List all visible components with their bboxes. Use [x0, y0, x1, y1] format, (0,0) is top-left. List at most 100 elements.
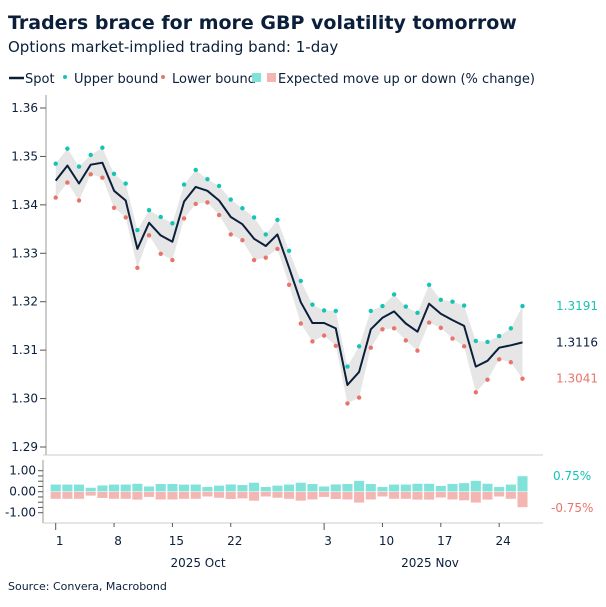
- expected-move-down-bar: [470, 491, 482, 504]
- lower-bound-point: [263, 255, 268, 260]
- expected-move-up-bar: [96, 484, 108, 492]
- upper-bound-point: [88, 152, 93, 158]
- expected-move-down-bar: [388, 491, 400, 500]
- expected-move-up-bar: [236, 484, 248, 492]
- lower-bound-point: [426, 320, 432, 325]
- legend-upper-swatch: [63, 75, 67, 79]
- main-plot: 1.29 1.30 1.31 1.32 1.33 1.34 1.35 1.36 1.3191 1.…: [11, 95, 598, 456]
- lower-bound-point: [473, 390, 479, 395]
- x-tick-label: 15: [169, 534, 184, 548]
- expected-move-down-bar: [120, 491, 132, 500]
- y-tick-label: 1.36: [11, 101, 38, 115]
- lower-bound-point: [123, 215, 128, 220]
- lower-bound-point: [111, 205, 117, 210]
- x-tick-label: 17: [437, 534, 452, 548]
- upper-bound-point: [228, 197, 233, 202]
- chart-title: Traders brace for more GBP volatility to…: [8, 12, 517, 34]
- x-tick-label: 22: [227, 534, 242, 548]
- x-tick-label: 8: [114, 534, 122, 548]
- legend-upper-label: Upper bound: [74, 72, 158, 87]
- lower-bound-point: [415, 348, 420, 353]
- expected-move-down-bar: [400, 491, 412, 500]
- expected-move-down-bar: [481, 491, 494, 501]
- expected-move-down-bar: [353, 491, 365, 504]
- lower-bound-point: [461, 344, 467, 349]
- expected-move-up-bar: [353, 480, 365, 492]
- y-tick-label: 1.35: [11, 149, 38, 163]
- expected-move-down-bar: [493, 491, 505, 497]
- expected-move-up-bar: [493, 486, 505, 492]
- upper-bound-point: [170, 221, 175, 226]
- expected-move-down-bar: [61, 491, 73, 500]
- expected-move-down-bar: [260, 491, 272, 497]
- expected-move-up-bar: [388, 484, 400, 492]
- lower-bound-point: [403, 338, 408, 343]
- month-label-nov: 2025 Nov: [401, 556, 459, 570]
- upper-bound-point: [205, 176, 210, 182]
- upper-bound-point: [438, 297, 444, 302]
- lower-bound-point: [100, 175, 105, 180]
- expected-move-down-bar: [505, 491, 517, 500]
- bar-y-tick-label: 0.00: [9, 485, 36, 499]
- upper-bound-point: [240, 206, 245, 211]
- expected-move-up-bar: [330, 483, 342, 492]
- upper-bound-point: [485, 339, 490, 345]
- expected-move-up-bar: [481, 483, 494, 492]
- lower-bound-point: [181, 216, 187, 221]
- upper-bound-point: [135, 227, 140, 233]
- upper-bound-point: [520, 303, 525, 309]
- expected-move-down-bar: [330, 491, 342, 500]
- lower-bound-point: [170, 257, 175, 263]
- lower-end-label: 1.3041: [556, 372, 598, 386]
- expected-move-up-bar: [143, 485, 155, 492]
- expected-move-down-bar: [166, 491, 178, 500]
- y-tick-label: 1.31: [11, 343, 38, 357]
- expected-move-up-bar: [225, 483, 237, 492]
- legend-bar-up-swatch: [252, 73, 261, 82]
- lower-bound-point: [310, 339, 315, 344]
- upper-bound-point: [415, 310, 420, 316]
- expected-move-up-bar: [61, 484, 73, 492]
- upper-bound-point: [263, 232, 268, 237]
- expected-move-up-bar: [435, 485, 447, 492]
- upper-bound-point: [345, 364, 350, 369]
- x-tick-label: 24: [496, 534, 511, 548]
- expected-move-down-bar: [295, 491, 307, 502]
- lower-bound-point: [286, 282, 292, 287]
- upper-bound-point: [461, 303, 467, 308]
- expected-move-up-bar: [470, 480, 482, 492]
- expected-move-up-bar: [516, 475, 529, 492]
- expected-move-up-bar: [411, 483, 424, 492]
- expected-move-up-bar: [85, 487, 97, 492]
- expected-move-up-bar: [365, 483, 377, 492]
- expected-move-down-bar: [50, 491, 62, 500]
- upper-bound-point: [310, 302, 315, 307]
- upper-end-label: 1.3191: [556, 299, 598, 313]
- expected-move-down-bar: [143, 491, 155, 498]
- lower-bound-point: [391, 326, 397, 331]
- lower-bound-point: [345, 401, 350, 406]
- expected-move-up-bar: [166, 483, 178, 492]
- lower-bound-point: [485, 377, 490, 382]
- bar-y-tick-label: 1.00: [9, 464, 36, 478]
- expected-move-up-bar: [295, 482, 307, 492]
- expected-move-down-bar: [306, 491, 318, 500]
- expected-move-up-bar: [306, 483, 318, 492]
- expected-move-up-bar: [505, 484, 517, 492]
- upper-bound-point: [391, 292, 397, 297]
- expected-move-down-bar: [446, 491, 459, 500]
- expected-move-down-bar: [201, 491, 213, 497]
- upper-bound-point: [298, 278, 303, 284]
- expected-move-up-bar: [50, 484, 62, 492]
- expected-move-down-bar: [365, 491, 377, 500]
- legend-spot-label: Spot: [25, 72, 55, 87]
- expected-move-down-bar: [108, 491, 120, 500]
- upper-bound-point: [123, 181, 128, 186]
- expected-move-down-bar: [213, 491, 225, 499]
- expected-move-down-bar: [516, 491, 529, 508]
- bar-up-end-label: 0.75%: [553, 469, 591, 483]
- expected-move-up-bar: [73, 484, 85, 492]
- lower-bound-point: [321, 333, 327, 338]
- upper-bound-point: [473, 338, 479, 344]
- expected-move-up-bar: [201, 486, 213, 492]
